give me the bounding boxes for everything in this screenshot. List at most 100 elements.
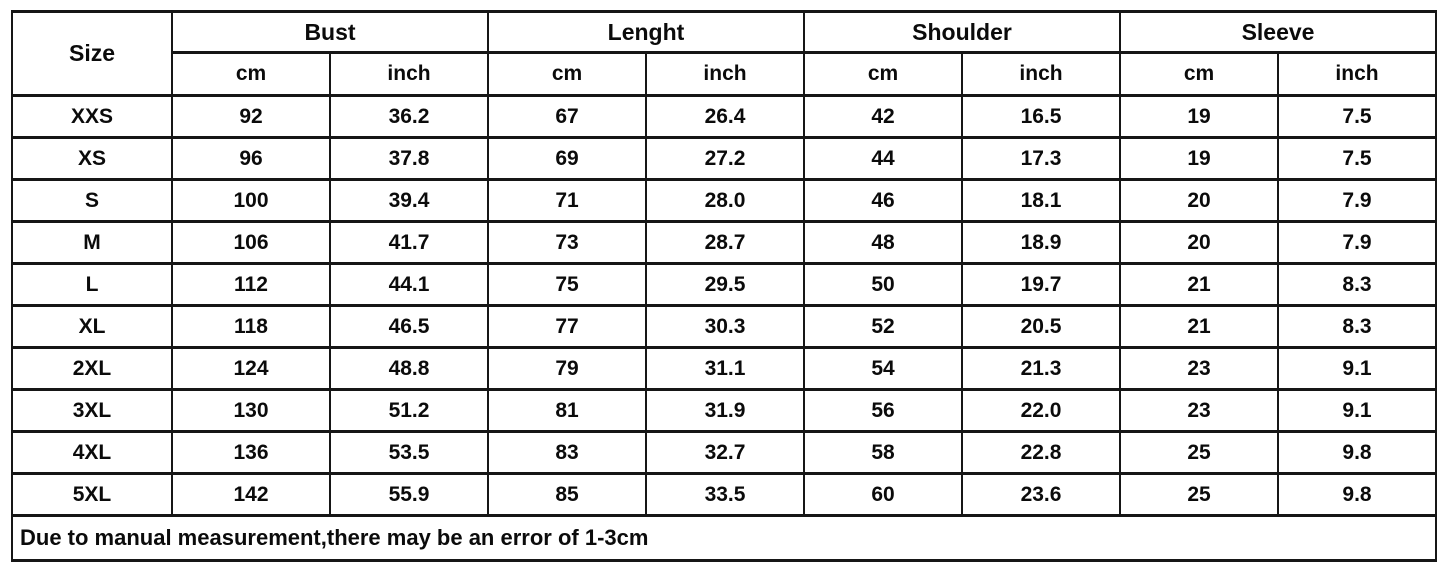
bust-inch-cell: 39.4 — [329, 178, 489, 223]
length-inch-cell: 28.0 — [645, 178, 805, 223]
sleeve-cm-cell: 25 — [1119, 472, 1280, 517]
shoulder-cm-cell: 52 — [803, 304, 963, 349]
sleeve-cm-cell: 19 — [1119, 94, 1280, 139]
sleeve-cm-cell: 23 — [1119, 388, 1280, 433]
sleeve-inch-cell: 8.3 — [1277, 304, 1438, 349]
bust-inch-cell: 46.5 — [329, 304, 489, 349]
size-cell: 4XL — [11, 430, 173, 475]
size-rows-body: XXS 92 36.2 67 26.4 42 16.5 19 7.5 XS 96… — [11, 94, 1438, 517]
sleeve-inch-cell: 9.8 — [1277, 472, 1438, 517]
sleeve-cm-cell: 20 — [1119, 220, 1280, 265]
group-header-bust: Bust — [171, 10, 489, 54]
shoulder-cm-cell: 42 — [803, 94, 963, 139]
size-chart-table: Size Bust Lenght Shoulder Sleeve cm inch… — [10, 10, 1438, 562]
shoulder-cm-cell: 48 — [803, 220, 963, 265]
sleeve-inch-cell: 7.9 — [1277, 220, 1438, 265]
bust-cm-cell: 124 — [171, 346, 331, 391]
table-row: XS 96 37.8 69 27.2 44 17.3 19 7.5 — [11, 136, 1438, 181]
unit-header-shoulder-cm: cm — [803, 51, 963, 97]
bust-cm-cell: 130 — [171, 388, 331, 433]
length-cm-cell: 85 — [487, 472, 647, 517]
measurement-disclaimer: Due to manual measurement,there may be a… — [10, 514, 1438, 562]
table-row: 2XL 124 48.8 79 31.1 54 21.3 23 9.1 — [11, 346, 1438, 391]
shoulder-cm-cell: 60 — [803, 472, 963, 517]
sleeve-cm-cell: 21 — [1119, 262, 1280, 307]
length-inch-cell: 31.1 — [645, 346, 805, 391]
bust-cm-cell: 96 — [171, 136, 331, 181]
shoulder-inch-cell: 17.3 — [960, 136, 1122, 181]
size-cell: XS — [11, 136, 173, 181]
shoulder-inch-cell: 23.6 — [960, 472, 1122, 517]
length-inch-cell: 29.5 — [645, 262, 805, 307]
size-cell: L — [11, 262, 173, 307]
table-row: L 112 44.1 75 29.5 50 19.7 21 8.3 — [11, 262, 1438, 307]
shoulder-cm-cell: 54 — [803, 346, 963, 391]
table-row: XXS 92 36.2 67 26.4 42 16.5 19 7.5 — [11, 94, 1438, 139]
length-cm-cell: 71 — [487, 178, 647, 223]
bust-inch-cell: 48.8 — [329, 346, 489, 391]
shoulder-inch-cell: 21.3 — [960, 346, 1122, 391]
table-row: 5XL 142 55.9 85 33.5 60 23.6 25 9.8 — [11, 472, 1438, 517]
bust-cm-cell: 106 — [171, 220, 331, 265]
length-inch-cell: 28.7 — [645, 220, 805, 265]
sleeve-inch-cell: 7.5 — [1277, 94, 1438, 139]
length-cm-cell: 69 — [487, 136, 647, 181]
shoulder-cm-cell: 50 — [803, 262, 963, 307]
shoulder-inch-cell: 16.5 — [960, 94, 1122, 139]
bust-cm-cell: 112 — [171, 262, 331, 307]
size-cell: M — [11, 220, 173, 265]
bust-inch-cell: 44.1 — [329, 262, 489, 307]
bust-cm-cell: 136 — [171, 430, 331, 475]
group-header-row: Size Bust Lenght Shoulder Sleeve — [11, 10, 1438, 97]
size-cell: S — [11, 178, 173, 223]
unit-header-bust-inch: inch — [329, 51, 489, 97]
sleeve-cm-cell: 20 — [1119, 178, 1280, 223]
size-cell: XXS — [11, 94, 173, 139]
sleeve-cm-cell: 19 — [1119, 136, 1280, 181]
group-header-length: Lenght — [487, 10, 805, 54]
bust-cm-cell: 100 — [171, 178, 331, 223]
length-inch-cell: 33.5 — [645, 472, 805, 517]
shoulder-cm-cell: 58 — [803, 430, 963, 475]
size-cell: 5XL — [11, 472, 173, 517]
footer-row: Due to manual measurement,there may be a… — [10, 514, 1438, 562]
bust-inch-cell: 41.7 — [329, 220, 489, 265]
sleeve-inch-cell: 9.8 — [1277, 430, 1438, 475]
shoulder-cm-cell: 44 — [803, 136, 963, 181]
shoulder-inch-cell: 19.7 — [960, 262, 1122, 307]
shoulder-cm-cell: 56 — [803, 388, 963, 433]
length-cm-cell: 81 — [487, 388, 647, 433]
length-cm-cell: 73 — [487, 220, 647, 265]
unit-header-sleeve-inch: inch — [1277, 51, 1438, 97]
bust-cm-cell: 142 — [171, 472, 331, 517]
shoulder-inch-cell: 18.1 — [960, 178, 1122, 223]
table-row: M 106 41.7 73 28.7 48 18.9 20 7.9 — [11, 220, 1438, 265]
group-header-shoulder: Shoulder — [802, 10, 1122, 54]
unit-header-row: cm inch cm inch cm inch cm inch — [12, 51, 1438, 97]
length-inch-cell: 31.9 — [645, 388, 805, 433]
bust-inch-cell: 37.8 — [329, 136, 489, 181]
shoulder-inch-cell: 20.5 — [960, 304, 1122, 349]
size-cell: XL — [11, 304, 173, 349]
shoulder-cm-cell: 46 — [803, 178, 963, 223]
table-row: 3XL 130 51.2 81 31.9 56 22.0 23 9.1 — [11, 388, 1438, 433]
shoulder-inch-cell: 22.8 — [960, 430, 1122, 475]
bust-inch-cell: 55.9 — [329, 472, 489, 517]
unit-header-length-inch: inch — [645, 51, 805, 97]
length-inch-cell: 30.3 — [645, 304, 805, 349]
bust-cm-cell: 92 — [171, 94, 331, 139]
group-header-sleeve: Sleeve — [1119, 10, 1438, 54]
table-row: XL 118 46.5 77 30.3 52 20.5 21 8.3 — [11, 304, 1438, 349]
size-cell: 2XL — [11, 346, 173, 391]
sleeve-inch-cell: 7.5 — [1277, 136, 1438, 181]
table-row: 4XL 136 53.5 83 32.7 58 22.8 25 9.8 — [11, 430, 1438, 475]
sleeve-cm-cell: 23 — [1119, 346, 1280, 391]
unit-header-length-cm: cm — [487, 51, 647, 97]
table-row: S 100 39.4 71 28.0 46 18.1 20 7.9 — [11, 178, 1438, 223]
bust-inch-cell: 53.5 — [329, 430, 489, 475]
bust-cm-cell: 118 — [171, 304, 331, 349]
sleeve-cm-cell: 21 — [1119, 304, 1280, 349]
length-cm-cell: 77 — [487, 304, 647, 349]
unit-header-shoulder-inch: inch — [960, 51, 1122, 97]
shoulder-inch-cell: 18.9 — [960, 220, 1122, 265]
